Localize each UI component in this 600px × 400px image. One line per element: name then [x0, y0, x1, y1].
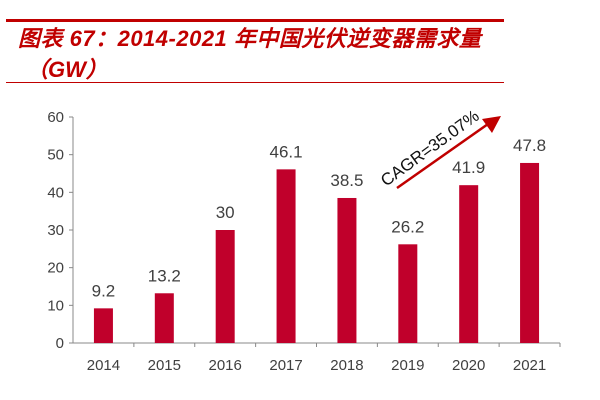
y-tick-label: 10: [47, 297, 64, 314]
x-tick-label: 2018: [330, 357, 363, 374]
x-tick-label: 2020: [452, 357, 485, 374]
chart-unit: （GW）: [26, 57, 108, 82]
y-tick-label: 0: [56, 335, 64, 352]
header-rule: [6, 19, 504, 22]
data-label: 47.8: [513, 136, 546, 155]
x-tick-label: 2015: [148, 357, 181, 374]
bar-2019: [398, 244, 418, 343]
data-label: 26.2: [391, 217, 424, 236]
bar-2017: [276, 169, 296, 343]
arrowhead-icon: [482, 116, 501, 133]
y-tick-label: 20: [47, 260, 64, 277]
bar-2020: [459, 185, 479, 343]
bar-2014: [93, 308, 113, 343]
bar-2015: [154, 293, 174, 343]
data-label: 13.2: [148, 266, 181, 285]
cagr-annotation: CAGR=35.07%: [377, 106, 483, 190]
x-tick-label: 2016: [209, 357, 242, 374]
x-tick-label: 2021: [513, 357, 546, 374]
x-tick-label: 2017: [269, 357, 302, 374]
x-tick-label: 2014: [87, 357, 120, 374]
title-divider: [6, 82, 504, 83]
y-tick-label: 30: [47, 222, 64, 239]
data-label: 46.1: [270, 142, 303, 161]
data-label: 9.2: [92, 281, 116, 300]
data-label: 41.9: [452, 158, 485, 177]
x-tick-label: 2019: [391, 357, 424, 374]
chart-title: 图表 67：2014-2021 年中国光伏逆变器需求量: [18, 26, 482, 51]
bar-2018: [337, 197, 357, 343]
y-tick-label: 50: [47, 147, 64, 164]
bar-2016: [215, 230, 235, 343]
data-label: 30: [216, 203, 235, 222]
cagr-arrow: [396, 122, 489, 190]
y-tick-label: 60: [47, 109, 64, 126]
bar-2021: [520, 162, 540, 343]
data-label: 38.5: [330, 171, 363, 190]
y-tick-label: 40: [47, 184, 64, 201]
